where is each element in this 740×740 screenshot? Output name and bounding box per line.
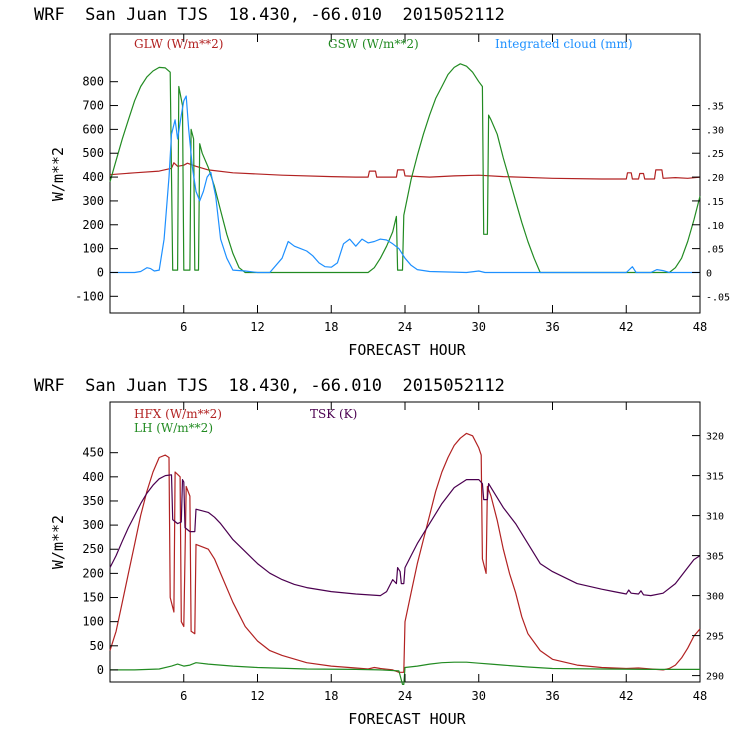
panel-title: WRF San Juan TJS 18.430, -66.010 2015052… xyxy=(34,5,505,25)
y-tick-label: 200 xyxy=(82,566,104,580)
panel-title: WRF San Juan TJS 18.430, -66.010 2015052… xyxy=(34,376,505,396)
y2-tick-label: -.05 xyxy=(706,292,730,303)
series-line-integrated xyxy=(110,95,700,274)
legend-tsk: TSK (K) xyxy=(310,407,357,421)
y-tick-label: 400 xyxy=(82,170,104,184)
x-tick-label: 48 xyxy=(693,320,707,334)
x-tick-label: 12 xyxy=(250,320,264,334)
x-tick-label: 36 xyxy=(545,689,559,703)
y2-tick-label: .30 xyxy=(706,125,724,136)
y2-tick-label: 295 xyxy=(706,632,724,643)
y-tick-label: 150 xyxy=(82,591,104,605)
y2-tick-label: .35 xyxy=(706,102,724,113)
x-tick-label: 24 xyxy=(398,320,412,334)
y2-tick-label: 320 xyxy=(706,432,724,443)
series-lines xyxy=(109,63,701,274)
x-tick-label: 48 xyxy=(693,689,707,703)
y-tick-label: 100 xyxy=(82,615,104,629)
y-tick-label: 800 xyxy=(82,75,104,89)
y-axis-label: W/m**2 xyxy=(49,515,67,569)
y2-tick-label: .15 xyxy=(706,197,724,208)
y2-tick-label: 0 xyxy=(706,268,712,279)
x-tick-label: 30 xyxy=(472,689,486,703)
y-tick-label: 450 xyxy=(82,446,104,460)
y-tick-label: 700 xyxy=(82,99,104,113)
y2-tick-label: 290 xyxy=(706,672,724,683)
series-lines xyxy=(109,432,701,686)
y-tick-label: 100 xyxy=(82,242,104,256)
legend-cloud: Integrated cloud (mm) xyxy=(495,37,633,51)
y2-tick-label: 305 xyxy=(706,552,724,563)
x-tick-label: 42 xyxy=(619,689,633,703)
x-tick-label: 6 xyxy=(180,689,187,703)
y-tick-label: 600 xyxy=(82,122,104,136)
x-axis-label: FORECAST HOUR xyxy=(348,341,466,359)
y2-tick-label: 315 xyxy=(706,472,724,483)
y2-tick-label: .20 xyxy=(706,173,724,184)
series-line-tsk xyxy=(109,474,701,597)
y-tick-label: 0 xyxy=(97,265,104,279)
y2-tick-label: 300 xyxy=(706,592,724,603)
axes: 6 12 18 24 30 36 42 48 0 50 100 150 200 250 300 350 400 4… xyxy=(82,402,724,703)
series-line-lh xyxy=(110,661,700,686)
y-tick-label: 300 xyxy=(82,518,104,532)
legend-glw: GLW (W/m**2) xyxy=(134,37,223,51)
x-tick-label: 30 xyxy=(472,320,486,334)
hfx-lh-tsk-panel: WRF San Juan TJS 18.430, -66.010 2015052… xyxy=(34,376,724,728)
x-axis-label: FORECAST HOUR xyxy=(348,710,466,728)
y2-tick-label: 310 xyxy=(706,512,724,523)
x-tick-label: 12 xyxy=(250,689,264,703)
y-tick-label: 0 xyxy=(97,663,104,677)
y-tick-label: 300 xyxy=(82,194,104,208)
x-tick-label: 6 xyxy=(180,320,187,334)
y-tick-label: 200 xyxy=(82,218,104,232)
y-tick-label: -100 xyxy=(75,289,104,303)
legend-lh: LH (W/m**2) xyxy=(134,421,213,435)
y-tick-label: 350 xyxy=(82,494,104,508)
glw-gsw-cloud-panel: WRF San Juan TJS 18.430, -66.010 2015052… xyxy=(34,5,730,359)
legend-gsw: GSW (W/m**2) xyxy=(328,37,419,51)
y-tick-label: 250 xyxy=(82,542,104,556)
y-tick-label: 400 xyxy=(82,470,104,484)
series-line-gsw xyxy=(109,63,701,274)
y-tick-label: 50 xyxy=(90,639,104,653)
x-tick-label: 24 xyxy=(398,689,412,703)
x-tick-label: 18 xyxy=(324,320,338,334)
series-line-glw xyxy=(109,162,701,180)
x-tick-label: 18 xyxy=(324,689,338,703)
y2-tick-label: .05 xyxy=(706,245,724,256)
y2-tick-label: .10 xyxy=(706,221,724,232)
axes: 6 12 18 24 30 36 42 48 -100 0 100 200 300 400 500 600 70… xyxy=(75,34,730,334)
x-tick-label: 42 xyxy=(619,320,633,334)
y-tick-label: 500 xyxy=(82,146,104,160)
legend-hfx: HFX (W/m**2) xyxy=(134,407,222,421)
y2-tick-label: .25 xyxy=(706,149,724,160)
x-tick-label: 36 xyxy=(545,320,559,334)
series-line-hfx xyxy=(109,432,701,673)
y-axis-label: W/m**2 xyxy=(49,147,67,201)
